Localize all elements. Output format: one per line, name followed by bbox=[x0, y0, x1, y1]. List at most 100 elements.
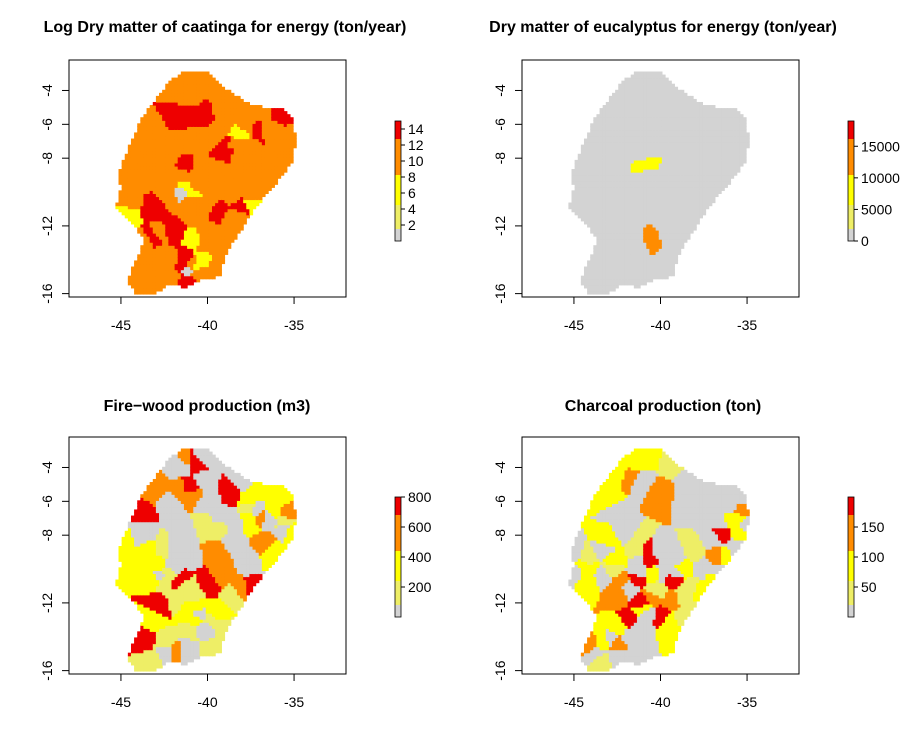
map-cell bbox=[243, 150, 247, 155]
map-cell bbox=[190, 111, 194, 115]
map-cell bbox=[159, 120, 163, 124]
map-cell bbox=[143, 138, 148, 143]
map-cell bbox=[218, 98, 222, 103]
map-cell bbox=[208, 132, 213, 137]
map-cell bbox=[212, 175, 216, 179]
map-cell bbox=[236, 126, 241, 131]
map-cell bbox=[162, 138, 166, 143]
map-cell bbox=[146, 178, 151, 182]
map-cell bbox=[143, 223, 148, 228]
map-cell bbox=[146, 159, 151, 164]
map-cell bbox=[221, 239, 226, 243]
map-cell bbox=[180, 181, 185, 185]
map-cell bbox=[249, 162, 254, 167]
map-cell bbox=[212, 153, 216, 158]
map-cell bbox=[199, 202, 204, 207]
map-cell bbox=[221, 159, 226, 164]
map-cell bbox=[130, 181, 135, 185]
map-cell bbox=[280, 153, 285, 158]
map-cell bbox=[252, 147, 257, 152]
map-cell bbox=[199, 251, 204, 255]
map-cell bbox=[236, 169, 241, 173]
map-cell bbox=[205, 248, 210, 252]
map-cell bbox=[168, 272, 173, 277]
map-cell bbox=[168, 162, 173, 167]
map-cell bbox=[196, 135, 201, 140]
map-cell bbox=[227, 95, 232, 100]
map-cell bbox=[202, 129, 207, 134]
map-cell bbox=[137, 165, 141, 170]
map-cell bbox=[162, 242, 166, 246]
map-cell bbox=[230, 226, 235, 231]
map-cell bbox=[137, 162, 141, 167]
map-cell bbox=[274, 126, 279, 131]
map-cell bbox=[177, 257, 182, 262]
map-cell bbox=[149, 126, 154, 131]
map-cell bbox=[193, 260, 198, 265]
map-cell bbox=[205, 135, 210, 140]
map-cell bbox=[187, 281, 191, 286]
map-cell bbox=[140, 120, 145, 124]
map-cell bbox=[140, 199, 145, 204]
map-cell bbox=[246, 120, 250, 124]
map-cell bbox=[236, 184, 241, 188]
map-cell bbox=[121, 178, 126, 182]
map-cell bbox=[205, 242, 210, 246]
map-cell bbox=[183, 101, 188, 106]
map-cell bbox=[205, 165, 210, 170]
map-cell bbox=[246, 123, 250, 127]
map-cell bbox=[199, 272, 204, 277]
map-cell bbox=[159, 144, 163, 149]
map-cell bbox=[174, 254, 179, 258]
map-cell bbox=[183, 144, 188, 149]
map-cell bbox=[174, 281, 179, 286]
map-cell bbox=[221, 205, 226, 210]
map-cell bbox=[134, 208, 138, 213]
map-cell bbox=[196, 101, 201, 106]
map-cell bbox=[152, 269, 157, 274]
map-cell bbox=[208, 117, 213, 121]
map-cell bbox=[190, 278, 194, 283]
map-cell bbox=[130, 211, 135, 216]
map-cell bbox=[202, 123, 207, 127]
map-cell bbox=[146, 217, 151, 222]
map-cell bbox=[277, 150, 282, 155]
map-cell bbox=[271, 169, 275, 173]
map-cell bbox=[180, 248, 185, 252]
map-cell bbox=[208, 159, 213, 164]
map-cell bbox=[224, 202, 229, 207]
map-cell bbox=[143, 278, 148, 283]
map-cell bbox=[137, 190, 141, 194]
map-cell bbox=[221, 150, 226, 155]
map-cell bbox=[162, 132, 166, 137]
map-cell bbox=[224, 205, 229, 210]
map-cell bbox=[196, 162, 201, 167]
map-cell bbox=[174, 220, 179, 225]
map-cell bbox=[190, 141, 194, 146]
map-cell bbox=[261, 184, 266, 188]
map-cell bbox=[159, 132, 163, 137]
map-cell bbox=[193, 278, 198, 283]
map-cell bbox=[243, 211, 247, 216]
map-cell bbox=[168, 83, 173, 88]
map-cell bbox=[171, 77, 176, 82]
map-cell bbox=[230, 202, 235, 207]
map-cell bbox=[277, 156, 282, 161]
map-cell bbox=[149, 248, 154, 252]
map-cell bbox=[221, 220, 226, 225]
map-cell bbox=[187, 266, 191, 271]
map-cell bbox=[152, 132, 157, 137]
map-cell bbox=[196, 95, 201, 100]
map-cell bbox=[152, 275, 157, 280]
map-cell bbox=[227, 172, 232, 176]
map-cell bbox=[202, 208, 207, 213]
map-cell bbox=[168, 263, 173, 268]
map-cell bbox=[183, 105, 188, 109]
map-cell bbox=[121, 205, 126, 210]
map-cell bbox=[155, 129, 160, 134]
map-cell bbox=[212, 181, 216, 185]
map-cell bbox=[199, 248, 204, 252]
map-cell bbox=[230, 117, 235, 121]
map-cell bbox=[134, 272, 138, 277]
map-cell bbox=[121, 193, 126, 198]
